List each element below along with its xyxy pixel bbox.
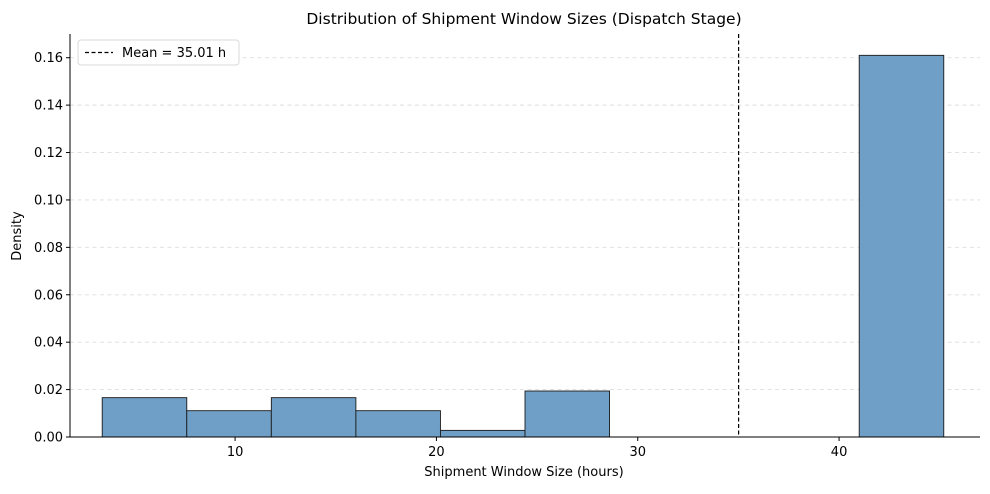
- y-tick-label: 0.04: [34, 336, 63, 351]
- legend-box: [77, 39, 240, 66]
- y-tick-label: 0.06: [34, 288, 63, 303]
- y-tick-label: 0.10: [34, 193, 63, 208]
- x-tick-label: 30: [629, 445, 646, 460]
- histogram-bars: [101, 54, 945, 438]
- histogram-bar: [186, 410, 272, 438]
- axes: [66, 34, 980, 441]
- x-tick-label: 40: [831, 445, 848, 460]
- x-axis-label: Shipment Window Size (hours): [424, 465, 623, 480]
- y-tick-label: 0.14: [34, 99, 63, 114]
- histogram-bar: [524, 390, 611, 438]
- x-tick-label: 20: [428, 445, 445, 460]
- x-tick-label: 10: [227, 445, 244, 460]
- y-tick-label: 0.12: [34, 146, 63, 161]
- histogram-bar: [439, 429, 526, 438]
- y-tick-label: 0.02: [34, 383, 63, 398]
- histogram-bar: [101, 397, 188, 438]
- tick-labels: 0.00 0.02 0.04 0.06 0.08 0.10 0.12 0.14 0.16 10 20…: [34, 51, 847, 460]
- legend: Mean = 35.01 h: [77, 39, 240, 66]
- grid-lines: [70, 57, 980, 391]
- legend-mean-label: Mean = 35.01 h: [122, 46, 226, 61]
- histogram-bar: [858, 54, 945, 438]
- y-tick-label: 0.00: [34, 431, 63, 446]
- y-axis-label: Density: [10, 211, 25, 261]
- histogram-bar: [355, 410, 441, 438]
- y-tick-label: 0.08: [34, 241, 63, 256]
- y-tick-label: 0.16: [34, 51, 63, 66]
- chart-title: Distribution of Shipment Window Sizes (D…: [306, 10, 741, 28]
- histogram-bar: [270, 397, 357, 438]
